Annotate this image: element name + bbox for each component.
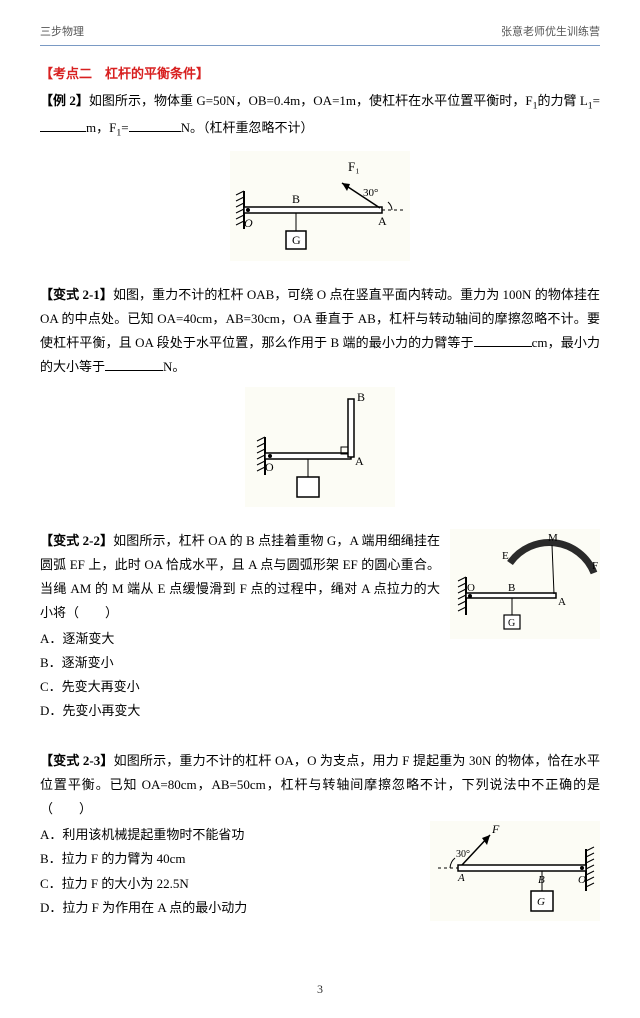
svg-text:O: O — [244, 216, 253, 230]
svg-text:A: A — [355, 454, 364, 468]
problem-text: 【变式 2-3】如图所示，重力不计的杠杆 OA，O 为支点，用力 F 提起重为 … — [40, 749, 600, 821]
section-title: 【考点二 杠杆的平衡条件】 — [40, 62, 600, 86]
option-c[interactable]: C．先变大再变小 — [40, 675, 600, 699]
figure-4: F 30° A B O G — [430, 821, 600, 929]
svg-text:F₁: F₁ — [348, 159, 360, 174]
blank-field[interactable] — [105, 358, 163, 371]
figure-1: F₁ B A O G 30° — [40, 151, 600, 269]
problem-text: 【例 2】如图所示，物体重 G=50N，OB=0.4m，OA=1m，使杠杆在水平… — [40, 89, 600, 142]
svg-text:G: G — [508, 618, 515, 629]
svg-text:B: B — [357, 390, 365, 404]
blank-field[interactable] — [474, 334, 532, 347]
blank-field[interactable] — [40, 119, 86, 132]
problem-label: 【例 2】 — [40, 93, 89, 108]
svg-text:30°: 30° — [363, 187, 378, 199]
svg-text:B: B — [292, 192, 300, 206]
svg-text:M: M — [548, 532, 558, 544]
svg-text:G: G — [292, 233, 301, 247]
svg-text:A: A — [457, 872, 465, 884]
svg-text:G: G — [537, 896, 545, 908]
problem-text: 【变式 2-1】如图，重力不计的杠杆 OAB，可绕 O 点在竖直平面内转动。重力… — [40, 283, 600, 379]
svg-text:E: E — [502, 550, 509, 562]
blank-field[interactable] — [129, 119, 181, 132]
problem-label: 【变式 2-2】 — [40, 533, 113, 548]
page-header: 三步物理 张意老师优生训练营 — [40, 22, 600, 46]
problem-variant-2-3: 【变式 2-3】如图所示，重力不计的杠杆 OA，O 为支点，用力 F 提起重为 … — [40, 749, 600, 935]
problem-label: 【变式 2-1】 — [40, 287, 113, 302]
svg-text:30°: 30° — [456, 849, 470, 860]
header-left: 三步物理 — [40, 22, 84, 42]
svg-text:F: F — [491, 822, 500, 836]
svg-text:O: O — [578, 874, 586, 886]
figure-3: O B A E M F G — [450, 529, 600, 647]
problem-label: 【变式 2-3】 — [40, 753, 114, 768]
page-number: 3 — [0, 978, 640, 1000]
problem-variant-2-1: 【变式 2-1】如图，重力不计的杠杆 OAB，可绕 O 点在竖直平面内转动。重力… — [40, 283, 600, 515]
svg-text:O: O — [467, 582, 475, 594]
header-right: 张意老师优生训练营 — [501, 22, 600, 42]
svg-text:B: B — [508, 582, 515, 594]
svg-text:A: A — [558, 596, 566, 608]
option-d[interactable]: D．先变小再变大 — [40, 699, 600, 723]
svg-text:F: F — [592, 560, 598, 572]
svg-text:B: B — [538, 874, 545, 886]
svg-text:O: O — [265, 460, 274, 474]
problem-variant-2-2: O B A E M F G 【变式 2-2】如图所示，杠杆 OA 的 B 点挂着… — [40, 529, 600, 723]
problem-example-2: 【例 2】如图所示，物体重 G=50N，OB=0.4m，OA=1m，使杠杆在水平… — [40, 89, 600, 268]
figure-2: O A B — [40, 387, 600, 515]
svg-text:A: A — [378, 214, 387, 228]
option-b[interactable]: B．逐渐变小 — [40, 651, 600, 675]
